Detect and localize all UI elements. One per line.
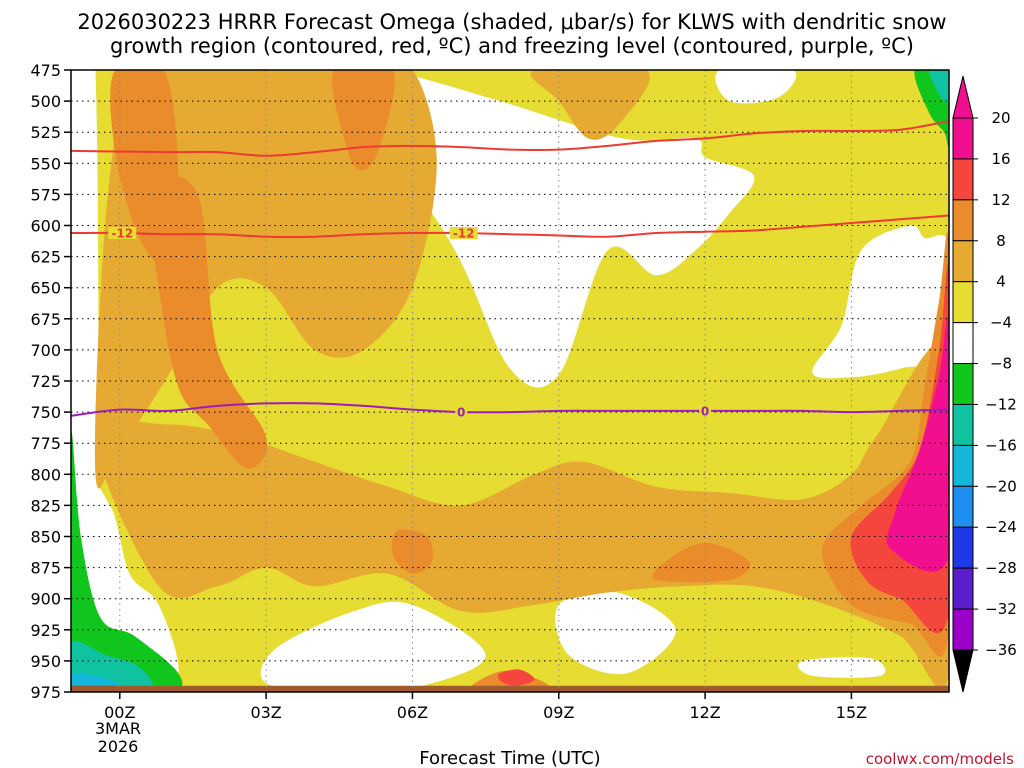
colorbar-label: −16	[985, 436, 1017, 454]
colorbar-label: 12	[991, 191, 1010, 209]
colorbar-segment	[952, 403, 974, 446]
y-tick-label-875: 875	[30, 559, 61, 578]
y-tick-label-575: 575	[30, 185, 61, 204]
y-tick-label-950: 950	[30, 652, 61, 671]
contour-lines: -12 -12 0 0	[71, 120, 949, 420]
y-tick-label-725: 725	[30, 372, 61, 391]
contour-label-bg	[699, 404, 712, 417]
y-tick-label-900: 900	[30, 590, 61, 609]
omega-orange-top-mid	[530, 70, 650, 140]
x-tick-label-12Z: 12Z	[689, 703, 720, 722]
x-axis-title: Forecast Time (UTC)	[419, 748, 600, 768]
colorbar-label: 20	[991, 109, 1010, 127]
omega-white-lower-mid	[260, 601, 486, 692]
colorbar-segment	[952, 363, 974, 405]
colorbar-segment	[952, 444, 974, 487]
y-tick-label-475: 475	[30, 61, 61, 80]
x-axis: 00Z 03Z 06Z 09Z 12Z 15Z	[104, 692, 867, 722]
colorbar-segment	[952, 117, 974, 160]
contour-label-bg	[455, 406, 468, 419]
colorbar-segment	[952, 485, 974, 528]
colorbar-label: −32	[985, 600, 1017, 618]
colorbar-label: −28	[985, 559, 1017, 577]
omega-teal-right-top	[929, 70, 949, 103]
contour-dgz-top	[71, 120, 949, 157]
y-tick-label-625: 625	[30, 248, 61, 267]
colorbar: 20 16 12 8 4 −4 −8 −12 −16 −20 −24 −28 −32 −36	[952, 75, 1017, 693]
ground-surface	[71, 685, 949, 692]
colorbar-segment	[952, 567, 974, 610]
colorbar-label: −8	[990, 355, 1012, 373]
omega-green-lower-left	[71, 432, 183, 692]
contour-freezing-level	[71, 402, 949, 417]
y-tick-label-750: 750	[30, 403, 61, 422]
omega-magenta-right	[886, 316, 949, 572]
y-tick-label-800: 800	[30, 465, 61, 484]
y-axis: 475 500 525 550 575 600 625 650 675 700 725 750 775 8…	[30, 61, 71, 702]
contour-label-bg	[449, 227, 478, 240]
omega-darkorange-spot-b	[652, 542, 751, 583]
omega-orange-lower-band	[95, 341, 949, 690]
y-tick-label-775: 775	[30, 434, 61, 453]
colorbar-segment	[952, 526, 974, 569]
colorbar-label: 8	[996, 232, 1006, 250]
omega-shading	[71, 70, 949, 692]
omega-darkorange-col-b	[147, 175, 268, 469]
colorbar-segment	[952, 199, 974, 242]
y-tick-label-825: 825	[30, 496, 61, 515]
y-tick-label-500: 500	[30, 92, 61, 111]
x-tick-label-00Z: 00Z	[104, 703, 135, 722]
colorbar-segment	[952, 240, 974, 283]
colorbar-label: −4	[990, 314, 1012, 332]
contour-label-dgz-bottom: -12	[111, 227, 133, 241]
y-tick-label-700: 700	[30, 341, 61, 360]
date-label-month: 3MAR	[95, 719, 141, 738]
contour-label-dgz-bottom: -12	[453, 227, 475, 241]
colorbar-segment	[952, 322, 974, 365]
contour-dgz-bottom	[71, 214, 949, 238]
x-tick-label-09Z: 09Z	[543, 703, 574, 722]
omega-darkorange-col-c	[331, 70, 395, 170]
omega-white-dot-right	[797, 657, 886, 678]
colorbar-label: −12	[985, 395, 1017, 413]
omega-white-upper-mid	[339, 70, 755, 388]
y-tick-label-525: 525	[30, 123, 61, 142]
y-tick-label-600: 600	[30, 217, 61, 236]
grid-lines	[71, 70, 949, 692]
credit-text: coolwx.com/models	[866, 750, 1014, 768]
colorbar-label: 16	[991, 150, 1010, 168]
colorbar-label: 4	[996, 273, 1006, 291]
date-label-year: 2026	[98, 737, 139, 756]
omega-white-top-notch-b	[715, 70, 797, 104]
contour-label-bg	[108, 227, 137, 240]
x-tick-label-15Z: 15Z	[836, 703, 867, 722]
x-tick-label-06Z: 06Z	[397, 703, 428, 722]
contour-label-freezing-level: 0	[701, 404, 709, 418]
colorbar-label: −24	[985, 518, 1017, 536]
colorbar-under-arrow	[952, 649, 974, 693]
y-tick-label-650: 650	[30, 279, 61, 298]
colorbar-over-arrow	[952, 75, 974, 119]
omega-white-lower-right	[555, 591, 676, 675]
y-tick-label-925: 925	[30, 621, 61, 640]
y-tick-label-675: 675	[30, 310, 61, 329]
contour-label-freezing-level: 0	[457, 406, 465, 420]
chart-title-line2: growth region (contoured, red, ºC) and f…	[110, 34, 914, 58]
colorbar-segment	[952, 281, 974, 324]
x-tick-label-03Z: 03Z	[250, 703, 281, 722]
omega-darkorange-spot-a	[391, 529, 434, 574]
y-tick-label-975: 975	[30, 683, 61, 702]
chart-title-line1: 2026030223 HRRR Forecast Omega (shaded, …	[77, 10, 946, 34]
y-tick-label-550: 550	[30, 154, 61, 173]
colorbar-label: −20	[985, 477, 1017, 495]
colorbar-segment	[952, 608, 974, 651]
omega-red-spot	[498, 669, 535, 686]
y-tick-label-850: 850	[30, 528, 61, 547]
colorbar-segment	[952, 158, 974, 201]
omega-white-right	[812, 225, 949, 379]
colorbar-label: −36	[985, 641, 1017, 659]
